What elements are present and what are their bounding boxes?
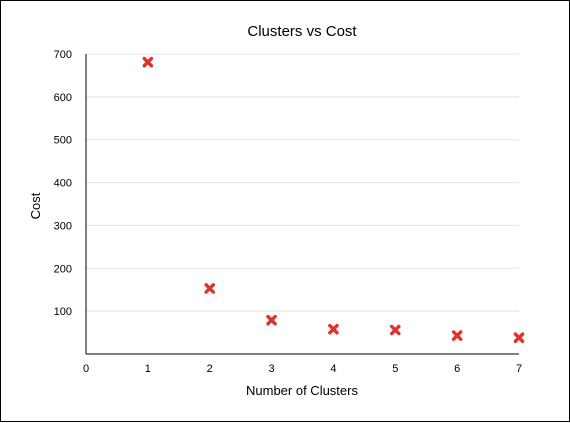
x-tick-label: 6: [454, 363, 460, 375]
y-tick-label: 700: [54, 49, 72, 61]
chart-title: Clusters vs Cost: [247, 23, 357, 40]
data-point-x-marker: [513, 332, 525, 344]
data-point-x-marker: [451, 330, 463, 341]
data-point-x-marker: [266, 314, 277, 326]
x-axis-label: Number of Clusters: [246, 383, 358, 398]
data-point-x-marker: [204, 283, 216, 294]
x-tick-label: 4: [330, 363, 336, 375]
y-tick-label: 100: [54, 306, 72, 318]
data-point-x-marker: [389, 324, 401, 336]
y-axis-label: Cost: [28, 192, 43, 219]
y-tick-label: 400: [54, 178, 72, 190]
x-tick-label: 7: [516, 363, 522, 375]
x-tick-labels: 0 1 2 3 4 5 6 7: [83, 363, 522, 375]
gridlines: [86, 53, 519, 312]
x-tick-label: 2: [207, 363, 213, 375]
x-tick-label: 5: [392, 363, 398, 375]
data-points: [142, 56, 525, 344]
y-tick-label: 300: [54, 220, 72, 232]
x-tick-label: 0: [83, 363, 89, 375]
data-point-x-marker: [142, 56, 154, 68]
y-tick-labels: 100 200 300 400 500 600 700: [54, 49, 72, 318]
data-point-x-marker: [328, 323, 339, 335]
y-tick-label: 600: [54, 92, 72, 104]
x-tick-label: 3: [269, 363, 275, 375]
y-tick-label: 500: [54, 135, 72, 147]
y-tick-label: 200: [54, 263, 72, 275]
x-tick-label: 1: [145, 363, 151, 375]
